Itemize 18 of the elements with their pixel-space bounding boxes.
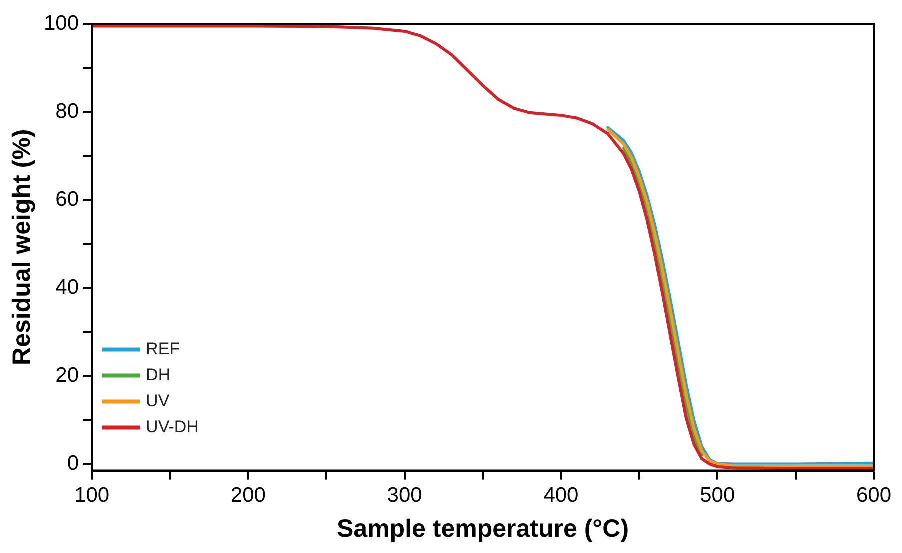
x-tick-label: 200: [230, 484, 266, 508]
x-tick-label: 300: [387, 484, 422, 508]
y-tick-label: 0: [67, 452, 80, 475]
legend-label: UV: [146, 391, 170, 410]
x-tick-label: 400: [544, 484, 579, 508]
y-tick-label: 100: [44, 12, 80, 35]
x-axis-title: Sample temperature (°C): [337, 514, 630, 543]
legend-label: UV-DH: [146, 417, 199, 436]
y-axis-title: Residual weight (%): [8, 129, 36, 366]
legend-label: REF: [146, 339, 180, 358]
x-tick-label: 600: [856, 484, 892, 508]
legend-label: DH: [146, 365, 171, 384]
y-tick-label: 80: [56, 100, 80, 123]
y-tick-label: 40: [56, 276, 80, 299]
x-tick-label: 500: [700, 484, 736, 508]
x-tick-label: 100: [74, 484, 110, 508]
y-tick-label: 60: [56, 188, 80, 211]
y-tick-label: 20: [56, 364, 80, 387]
